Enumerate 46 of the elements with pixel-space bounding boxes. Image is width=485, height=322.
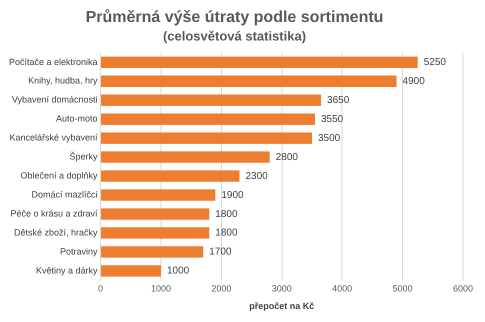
chart-title: Průměrná výše útraty podle sortimentu: [86, 9, 384, 26]
y-tick-label: Šperky: [70, 152, 98, 162]
bar: [101, 132, 312, 144]
y-tick-label: Péče o krásu a zdraví: [10, 208, 98, 218]
data-label: 2800: [276, 152, 298, 163]
bar: [101, 170, 240, 182]
bar: [101, 151, 270, 163]
bar: [101, 227, 210, 239]
bar: [101, 189, 216, 201]
data-label: 1700: [209, 246, 232, 258]
data-label: 3550: [321, 114, 344, 125]
x-tick-label: 1000: [150, 283, 171, 294]
bar: [101, 265, 161, 277]
data-label: 1800: [215, 228, 238, 239]
bar: [101, 113, 315, 125]
x-tick-label: 2000: [211, 283, 232, 294]
chart-subtitle: (celosvětová statistika): [162, 28, 306, 44]
data-label: 1900: [221, 190, 244, 201]
y-tick-label: Domácí mazlíčci: [32, 190, 98, 200]
bar: [101, 94, 322, 106]
bar: [101, 246, 204, 258]
y-tick-label: Oblečení a doplňky: [20, 170, 98, 181]
y-tick-label: Knihy, hudba, hry: [28, 76, 98, 86]
x-tick-label: 4000: [332, 283, 352, 294]
y-tick-label: Auto-moto: [56, 114, 98, 124]
bar: [101, 76, 397, 87]
x-tick-label: 0: [98, 283, 104, 294]
data-label: 3500: [318, 132, 341, 144]
y-tick-label: Počítače a elektronika: [8, 56, 98, 67]
data-label: 2300: [245, 170, 268, 182]
y-tick-label: Květiny a dárky: [36, 265, 98, 276]
data-label: 5250: [424, 57, 446, 68]
y-tick-label: Vybavení domácnosti: [12, 94, 98, 105]
y-tick-label: Potraviny: [60, 246, 98, 256]
y-tick-label: Kancelářské vybavení: [9, 132, 98, 143]
x-tick-label: 6000: [452, 283, 474, 294]
x-tick-label: 3000: [272, 283, 292, 294]
bar: [101, 56, 418, 68]
bar: [101, 208, 210, 220]
data-label: 4900: [402, 76, 426, 87]
data-label: 1800: [215, 208, 238, 220]
y-tick-label: Dětské zboží, hračky: [14, 227, 98, 238]
x-tick-label: 5000: [392, 283, 413, 294]
data-label: 1000: [166, 266, 190, 277]
x-axis-title: přepočet na Kč: [249, 301, 314, 312]
data-label: 3650: [327, 94, 350, 106]
